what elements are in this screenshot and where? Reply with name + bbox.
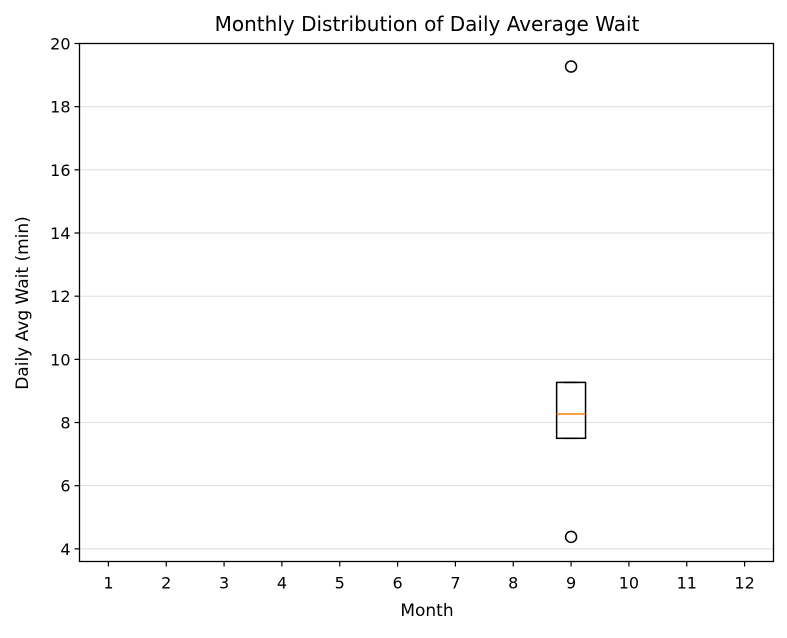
x-axis-label: Month — [400, 601, 453, 621]
outlier-point — [564, 60, 578, 73]
y-axis-label: Daily Avg Wait (min) — [13, 216, 33, 390]
y-tick-label: 16 — [50, 161, 70, 180]
x-tick-label: 9 — [566, 574, 576, 593]
box-month-9 — [555, 60, 587, 544]
chart-title: Monthly Distribution of Daily Average Wa… — [215, 12, 640, 36]
outlier-point — [564, 530, 578, 544]
x-tick-label: 4 — [277, 574, 287, 593]
y-tick-label: 4 — [60, 540, 70, 559]
x-tick-label: 6 — [392, 574, 402, 593]
x-tick-label: 5 — [335, 574, 345, 593]
x-tick-label: 8 — [508, 574, 518, 593]
x-tick-label: 11 — [677, 574, 697, 593]
grid-lines — [79, 43, 774, 550]
x-tick-label: 7 — [450, 574, 460, 593]
plot-area-frame — [78, 42, 775, 563]
x-tick-label: 12 — [734, 574, 754, 593]
x-tick-label: 3 — [219, 574, 229, 593]
x-tick-label: 10 — [619, 574, 639, 593]
y-tick-label: 20 — [50, 35, 70, 54]
y-tick-label: 8 — [60, 414, 70, 433]
x-tick-label: 1 — [103, 574, 113, 593]
y-tick-label: 6 — [60, 477, 70, 496]
y-tick-label: 18 — [50, 98, 70, 117]
box-series — [555, 60, 587, 544]
y-tick-label: 10 — [50, 350, 70, 369]
x-tick-label: 2 — [161, 574, 171, 593]
y-tick-label: 14 — [50, 224, 70, 243]
y-tick-label: 12 — [50, 287, 70, 306]
box-iqr — [555, 381, 587, 440]
